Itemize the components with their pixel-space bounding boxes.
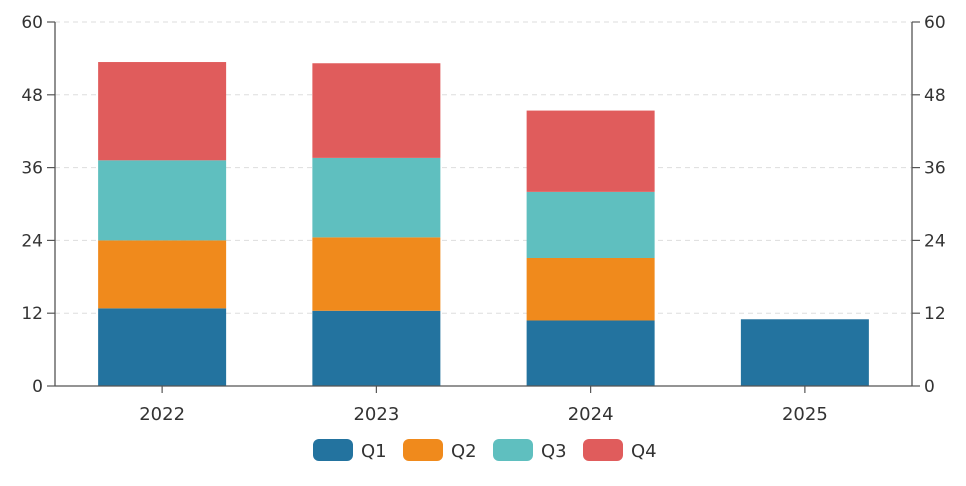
y-tick-label-right: 48 <box>924 86 946 106</box>
legend-label-q2: Q2 <box>451 441 477 462</box>
y-tick-label-left: 60 <box>21 13 43 33</box>
x-tick-label: 2022 <box>139 404 185 425</box>
bar-q1-2025 <box>740 319 869 386</box>
legend: Q1 Q2 Q3 Q4 <box>313 439 657 462</box>
y-tick-label-left: 36 <box>21 159 43 179</box>
y-tick-label-left: 48 <box>21 86 43 106</box>
y-tick-label-left: 12 <box>21 304 43 324</box>
x-tick-label: 2023 <box>353 404 399 425</box>
legend-label-q4: Q4 <box>631 441 657 462</box>
legend-swatch-q4 <box>583 439 623 461</box>
legend-swatch-q3 <box>493 439 533 461</box>
y-tick-label-right: 0 <box>924 377 935 397</box>
bar-q3-2023 <box>312 157 441 238</box>
axes <box>47 21 920 393</box>
tick-labels: 0 0 12 12 24 24 36 36 48 48 60 60 2022 2023 2024 2025 <box>21 13 945 425</box>
bar-q1-2022 <box>98 308 227 386</box>
bar-q2-2022 <box>98 240 227 309</box>
bar-q4-2024 <box>526 110 655 192</box>
y-tick-label-left: 24 <box>21 231 43 251</box>
y-tick-label-right: 60 <box>924 13 946 33</box>
bars <box>98 62 869 386</box>
legend-swatch-q2 <box>403 439 443 461</box>
y-tick-label-right: 12 <box>924 304 946 324</box>
y-tick-label-right: 24 <box>924 231 946 251</box>
bar-q3-2024 <box>526 191 655 258</box>
bar-q1-2024 <box>526 320 655 386</box>
bar-q1-2023 <box>312 310 441 386</box>
y-tick-label-right: 36 <box>924 159 946 179</box>
legend-swatch-q1 <box>313 439 353 461</box>
y-tick-label-left: 0 <box>32 377 43 397</box>
legend-label-q1: Q1 <box>361 441 387 462</box>
bar-q2-2023 <box>312 237 441 311</box>
bar-q3-2022 <box>98 160 227 241</box>
gridlines <box>55 21 912 314</box>
legend-label-q3: Q3 <box>541 441 567 462</box>
bar-q4-2023 <box>312 63 441 158</box>
x-tick-label: 2025 <box>782 404 828 425</box>
bar-q4-2022 <box>98 62 227 161</box>
bar-q2-2024 <box>526 257 655 321</box>
x-tick-label: 2024 <box>568 404 614 425</box>
